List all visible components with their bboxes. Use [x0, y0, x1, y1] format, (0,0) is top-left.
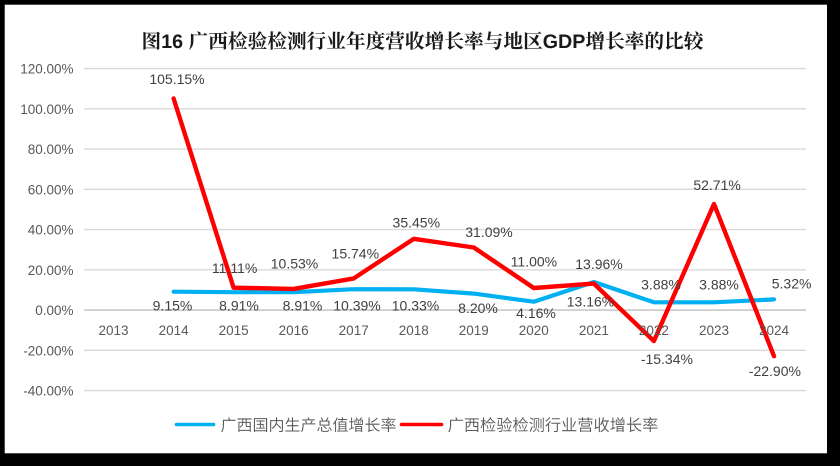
- svg-text:-20.00%: -20.00%: [23, 343, 73, 358]
- svg-text:2013: 2013: [98, 323, 128, 338]
- svg-text:100.00%: 100.00%: [20, 102, 73, 117]
- svg-text:2020: 2020: [519, 323, 549, 338]
- svg-text:3.88%: 3.88%: [699, 277, 739, 293]
- svg-text:20.00%: 20.00%: [28, 263, 74, 278]
- svg-text:0.00%: 0.00%: [35, 303, 73, 318]
- svg-text:2017: 2017: [339, 323, 369, 338]
- svg-text:2014: 2014: [159, 323, 190, 338]
- svg-text:2015: 2015: [219, 323, 249, 338]
- svg-text:3.88%: 3.88%: [641, 277, 681, 293]
- svg-text:40.00%: 40.00%: [28, 223, 74, 238]
- svg-text:-22.90%: -22.90%: [749, 363, 801, 379]
- svg-text:2022: 2022: [639, 323, 669, 338]
- svg-text:8.91%: 8.91%: [283, 298, 323, 314]
- svg-text:11.00%: 11.00%: [511, 254, 557, 270]
- svg-text:13.16%: 13.16%: [567, 294, 614, 310]
- svg-text:80.00%: 80.00%: [28, 142, 74, 157]
- svg-text:2024: 2024: [759, 323, 790, 338]
- svg-text:10.33%: 10.33%: [392, 298, 439, 314]
- svg-text:35.45%: 35.45%: [393, 214, 440, 230]
- svg-text:120.00%: 120.00%: [20, 62, 73, 77]
- svg-text:10.53%: 10.53%: [271, 256, 318, 272]
- svg-text:9.15%: 9.15%: [153, 298, 193, 314]
- svg-text:10.39%: 10.39%: [333, 298, 380, 314]
- svg-text:60.00%: 60.00%: [28, 182, 74, 197]
- svg-text:31.09%: 31.09%: [465, 224, 512, 240]
- svg-text:-40.00%: -40.00%: [23, 384, 73, 399]
- svg-text:8.91%: 8.91%: [219, 298, 259, 314]
- svg-text:-15.34%: -15.34%: [641, 351, 693, 367]
- svg-text:2019: 2019: [459, 323, 489, 338]
- svg-text:8.20%: 8.20%: [458, 300, 498, 316]
- svg-text:2021: 2021: [579, 323, 609, 338]
- svg-text:105.15%: 105.15%: [149, 71, 204, 87]
- svg-text:5.32%: 5.32%: [772, 276, 812, 292]
- svg-text:11.11%: 11.11%: [212, 260, 257, 276]
- svg-text:2023: 2023: [699, 323, 729, 338]
- svg-text:4.16%: 4.16%: [516, 305, 556, 321]
- svg-text:15.74%: 15.74%: [332, 246, 379, 262]
- svg-text:52.71%: 52.71%: [693, 177, 740, 193]
- svg-text:2018: 2018: [399, 323, 429, 338]
- svg-text:13.96%: 13.96%: [575, 256, 622, 272]
- svg-text:2016: 2016: [279, 323, 309, 338]
